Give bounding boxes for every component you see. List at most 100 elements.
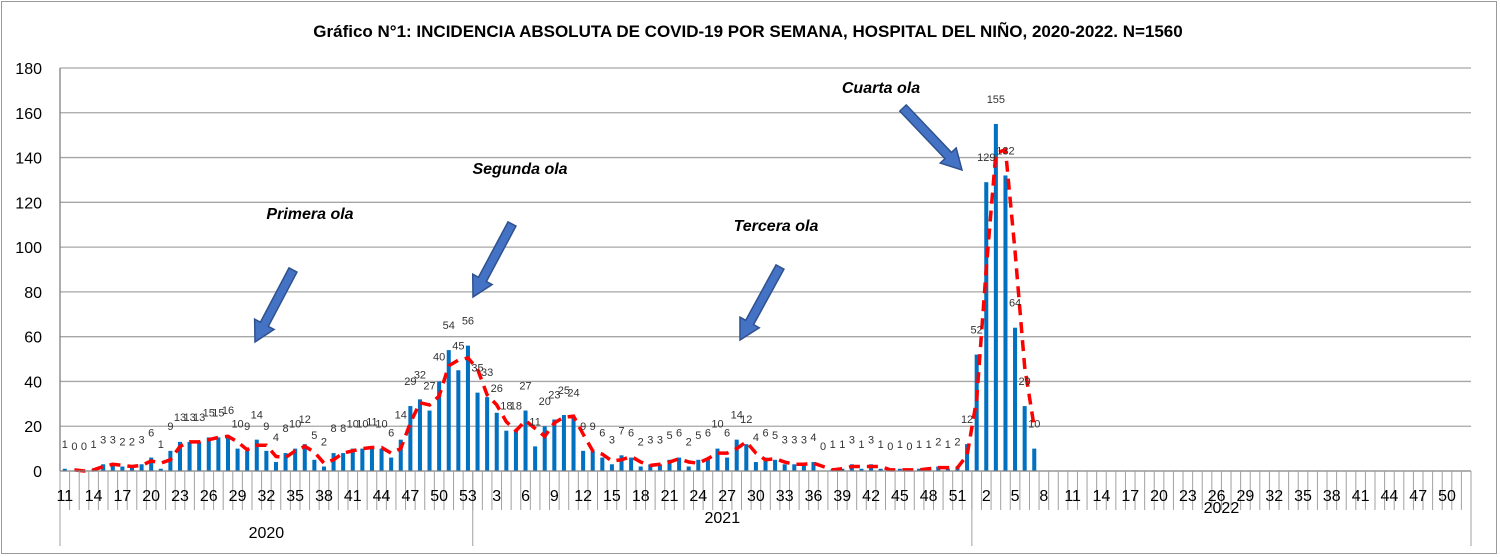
y-tick-label: 80 (24, 285, 42, 302)
bar (206, 437, 211, 471)
data-label: 3 (110, 434, 116, 446)
wave-annotation: Primera ola (266, 206, 353, 223)
x-tick-label: 33 (776, 488, 794, 505)
bar (801, 464, 806, 471)
x-tick-label: 20 (142, 488, 160, 505)
bar (235, 448, 240, 471)
bar (225, 435, 230, 471)
bar (177, 441, 182, 471)
data-label: 6 (388, 428, 394, 440)
data-label: 0 (887, 441, 893, 453)
bar (1003, 175, 1008, 471)
bar (389, 457, 394, 471)
bar (465, 345, 470, 471)
data-label: 10 (1028, 419, 1040, 431)
y-tick-label: 20 (24, 419, 42, 436)
x-tick-label: 48 (920, 488, 938, 505)
x-tick-label: 50 (1438, 488, 1456, 505)
data-label: 3 (100, 434, 106, 446)
bar (542, 426, 547, 471)
x-tick-label: 6 (521, 488, 530, 505)
bar (734, 439, 739, 471)
wave-annotation: Cuarta ola (842, 80, 920, 97)
bar (561, 415, 566, 471)
x-tick-label: 53 (459, 488, 477, 505)
data-label: 6 (676, 428, 682, 440)
bar (1022, 406, 1027, 471)
bar (197, 441, 202, 471)
data-label: 3 (801, 434, 807, 446)
data-label: 24 (567, 387, 579, 399)
x-tick-label: 24 (689, 488, 707, 505)
x-tick-label: 5 (1011, 488, 1020, 505)
x-tick-label: 41 (344, 488, 362, 505)
x-tick-label: 38 (1323, 488, 1341, 505)
x-tick-label: 15 (603, 488, 621, 505)
bar (792, 464, 797, 471)
data-label: 5 (666, 430, 672, 442)
bar (945, 468, 950, 471)
bar (715, 448, 720, 471)
bar (101, 464, 106, 471)
bar (216, 437, 221, 471)
x-tick-label: 23 (171, 488, 189, 505)
wave-annotation: Segunda ola (472, 161, 567, 178)
bar (187, 441, 192, 471)
data-label: 1 (62, 439, 68, 451)
data-label: 1 (926, 439, 932, 451)
bar (456, 370, 461, 471)
data-label: 12 (740, 414, 752, 426)
x-tick-label: 51 (949, 488, 967, 505)
data-label: 5 (695, 430, 701, 442)
x-tick-label: 11 (1064, 488, 1081, 505)
data-label: 2 (954, 437, 960, 449)
bar (657, 464, 662, 471)
x-tick-label: 44 (1381, 488, 1399, 505)
data-label: 11 (366, 416, 377, 428)
bar (1032, 448, 1037, 471)
data-label: 18 (500, 401, 512, 413)
year-label: 2021 (705, 510, 741, 527)
data-label: 4 (753, 432, 759, 444)
bar (782, 464, 787, 471)
data-label: 10 (711, 419, 723, 431)
bar (648, 464, 653, 471)
x-tick-label: 14 (1093, 488, 1111, 505)
bar (437, 381, 442, 471)
data-label: 9 (580, 421, 586, 433)
bar (1013, 327, 1018, 471)
y-tick-label: 0 (33, 464, 42, 481)
x-tick-label: 14 (85, 488, 103, 505)
bar (859, 468, 864, 471)
bar (984, 182, 989, 471)
bar (523, 410, 528, 471)
x-tick-label: 11 (56, 488, 73, 505)
data-label: 13 (183, 412, 195, 424)
data-label: 18 (510, 401, 522, 413)
data-label: 12 (961, 414, 973, 426)
bar (753, 462, 758, 471)
bar (245, 450, 250, 471)
bar (686, 466, 691, 471)
bar (494, 412, 499, 471)
x-tick-label: 50 (430, 488, 448, 505)
bar (581, 450, 586, 471)
data-label: 12 (299, 414, 311, 426)
x-tick-label: 42 (862, 488, 880, 505)
data-label: 1 (878, 439, 884, 451)
data-label: 10 (356, 419, 368, 431)
bar (350, 448, 355, 471)
arrow-icon (898, 103, 964, 172)
data-label: 33 (481, 367, 493, 379)
bar (273, 462, 278, 471)
data-label: 155 (987, 94, 1005, 106)
data-label: 1 (830, 439, 836, 451)
bar (110, 464, 115, 471)
data-label: 9 (590, 421, 596, 433)
bar (619, 455, 624, 471)
data-label: 15 (212, 407, 224, 419)
data-label: 8 (330, 423, 336, 435)
data-label: 10 (289, 419, 301, 431)
bar (62, 468, 67, 471)
bar (513, 430, 518, 471)
